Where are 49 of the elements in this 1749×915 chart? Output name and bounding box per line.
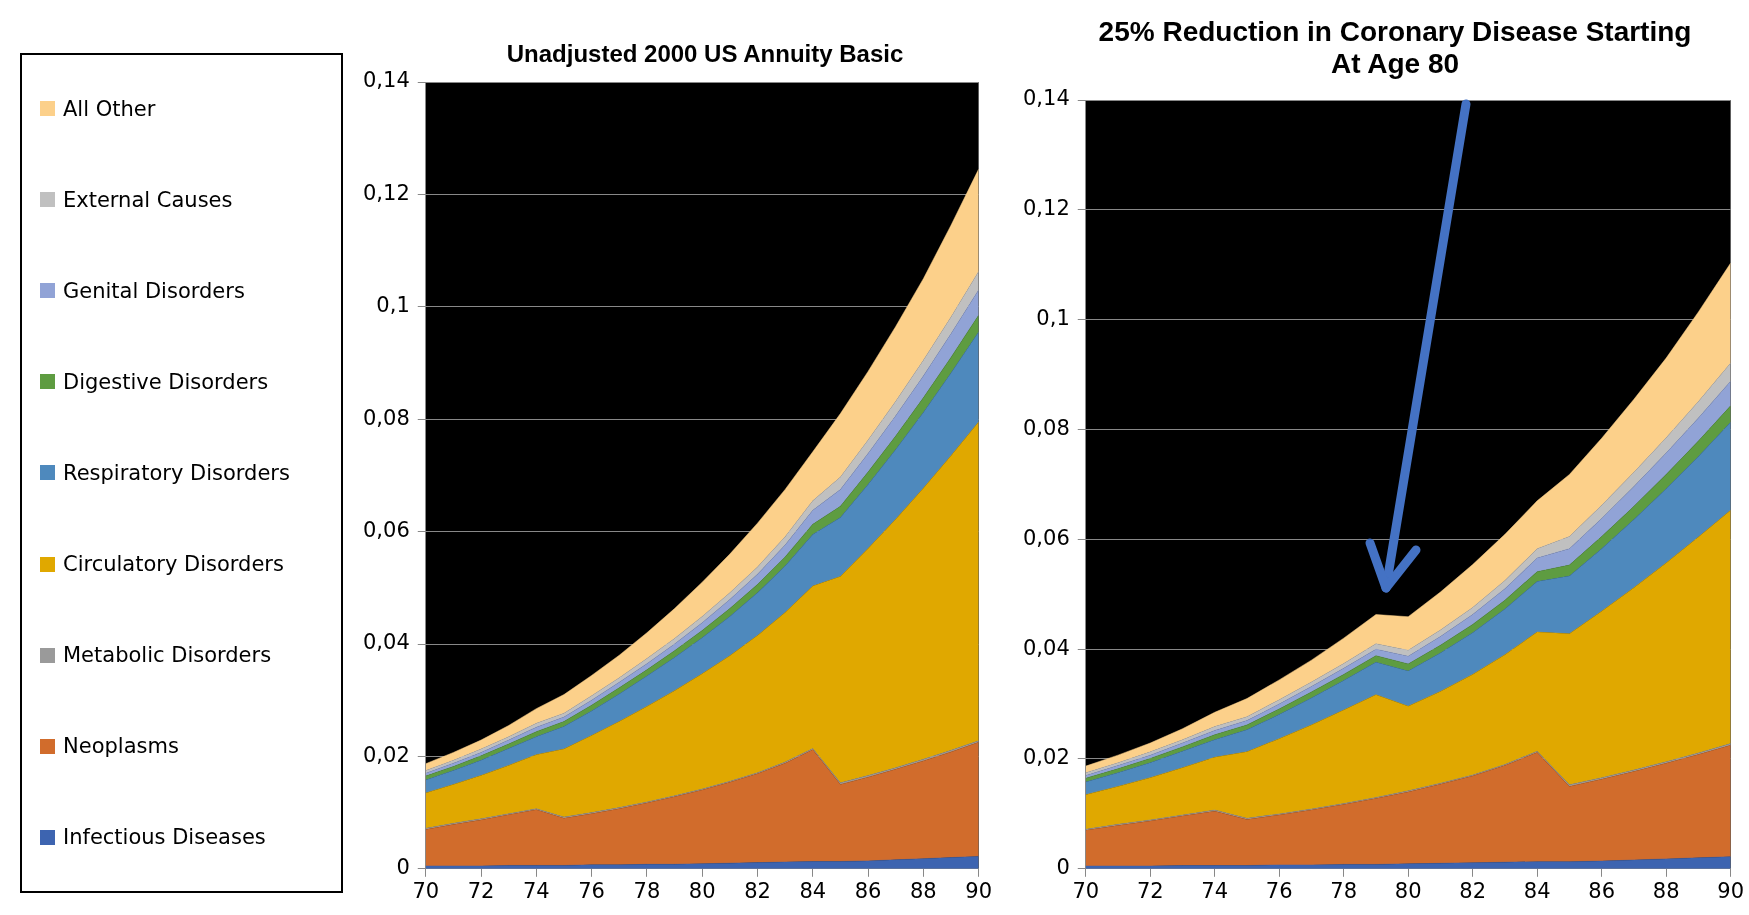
x-tick-label: 76 [1265, 878, 1293, 903]
x-tick-label: 70 [412, 878, 440, 903]
y-tick-label: 0 [1056, 855, 1070, 880]
chart-title: 25% Reduction in Coronary Disease Starting At Age 80 [1097, 16, 1693, 80]
x-tick-label: 84 [1523, 878, 1551, 903]
legend-label: Neoplasms [63, 734, 179, 759]
y-tick-label: 0,1 [376, 293, 410, 318]
x-tick-label: 88 [1652, 878, 1680, 903]
legend-label: Digestive Disorders [63, 369, 269, 394]
y-tick-label: 0,14 [1022, 86, 1070, 111]
legend-label: Metabolic Disorders [63, 643, 272, 668]
x-tick-label: 74 [1201, 878, 1229, 903]
y-tick-label: 0,12 [1022, 196, 1070, 221]
legend-label: Circulatory Disorders [63, 552, 284, 577]
x-tick-label: 72 [1136, 878, 1164, 903]
y-tick-label: 0,14 [362, 68, 410, 93]
legend-label: Respiratory Disorders [63, 460, 290, 485]
x-tick-label: 90 [1717, 878, 1745, 903]
y-tick-label: 0,08 [362, 405, 410, 430]
x-tick-label: 82 [744, 878, 771, 903]
x-tick-label: 74 [522, 878, 550, 903]
x-tick-label: 72 [467, 878, 495, 903]
y-tick-label: 0,08 [1022, 415, 1070, 440]
y-tick-label: 0,02 [1022, 745, 1070, 770]
x-tick-label: 80 [1394, 878, 1422, 903]
y-tick-label: 0,04 [362, 630, 410, 655]
y-tick-label: 0,06 [362, 518, 410, 543]
y-tick-label: 0,04 [1022, 635, 1070, 660]
legend-label: Genital Disorders [63, 278, 245, 303]
chart-title: Unadjusted 2000 US Annuity Basic [505, 40, 905, 68]
x-tick-label: 78 [633, 878, 661, 903]
y-tick-label: 0,02 [362, 742, 410, 767]
x-tick-label: 70 [1072, 878, 1100, 903]
legend-label: All Other [63, 96, 156, 121]
x-tick-label: 88 [909, 878, 937, 903]
x-tick-label: 78 [1330, 878, 1358, 903]
x-tick-label: 76 [578, 878, 605, 903]
y-tick-label: 0,12 [362, 180, 410, 205]
x-tick-label: 84 [799, 878, 827, 903]
x-tick-label: 90 [965, 878, 993, 903]
legend-label: External Causes [63, 187, 233, 212]
y-tick-label: 0,1 [1036, 306, 1070, 331]
x-tick-label: 82 [1459, 878, 1487, 903]
x-tick-label: 86 [854, 878, 882, 903]
x-tick-label: 80 [688, 878, 716, 903]
legend-label: Infectious Diseases [63, 825, 266, 850]
x-tick-label: 86 [1588, 878, 1616, 903]
y-tick-label: 0 [396, 855, 410, 880]
y-tick-label: 0,06 [1022, 525, 1070, 550]
